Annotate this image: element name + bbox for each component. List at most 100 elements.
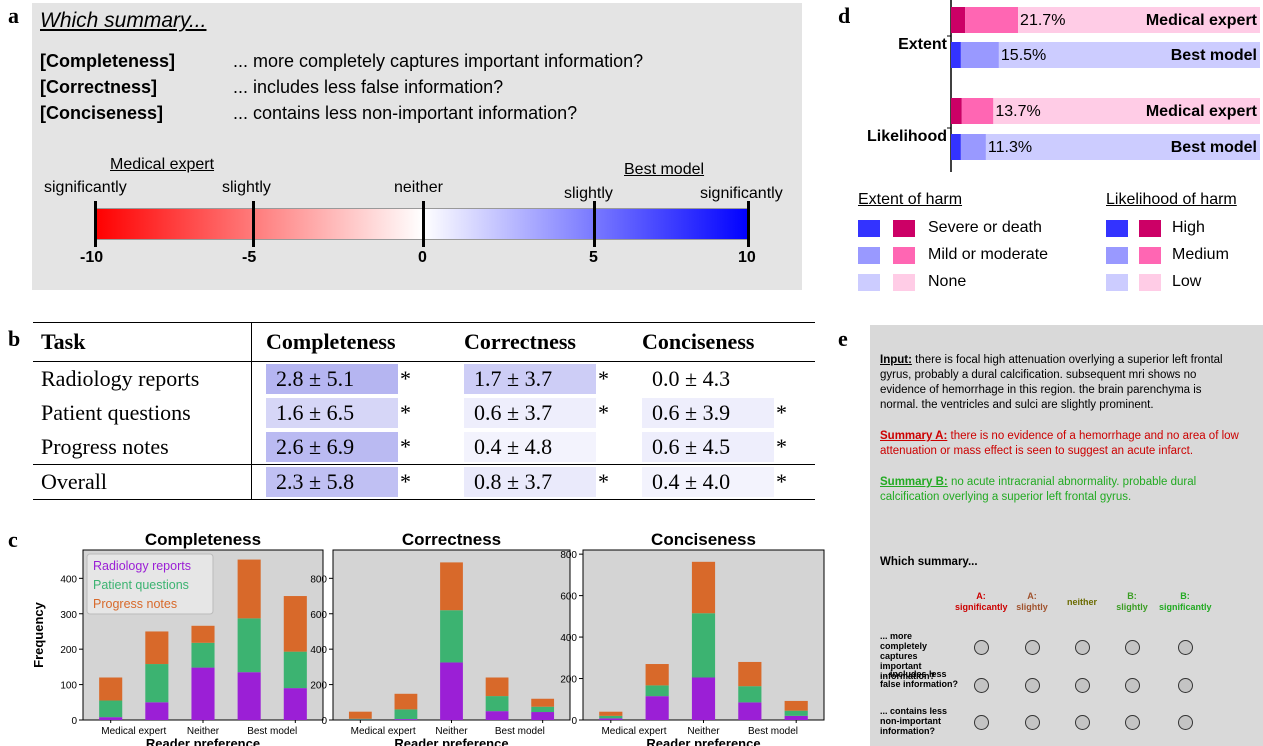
bar-segment xyxy=(691,561,716,614)
legend-swatch xyxy=(1139,274,1161,291)
scale-tick-label: 0 xyxy=(418,249,427,266)
panel-label-b: b xyxy=(8,326,21,351)
x-tick-label: Neither xyxy=(435,726,468,737)
significance-marker: * xyxy=(400,366,411,391)
percent-label: 15.5% xyxy=(1001,47,1046,64)
x-tick-label: Best model xyxy=(247,726,297,737)
legend-swatch xyxy=(858,247,880,264)
metric-cell: 1.7 ± 3.7 * xyxy=(456,362,634,397)
bar-segment xyxy=(394,709,418,720)
bar-segment xyxy=(485,711,509,720)
question-label: ... more completely captures important i… xyxy=(880,631,935,681)
significance-marker: * xyxy=(598,469,609,494)
rating-radio[interactable] xyxy=(1075,715,1090,730)
bar-segment xyxy=(951,42,961,68)
table-row: Progress notes 2.6 ± 6.9 * 0.4 ± 4.8 0.6 ± 4… xyxy=(33,430,815,465)
legend-swatch xyxy=(1106,220,1128,237)
reader-study-form: Input: there is focal high attenuation o… xyxy=(870,325,1263,746)
bar-segment xyxy=(531,712,555,720)
y-tick-label: 800 xyxy=(310,574,327,585)
rating-radio[interactable] xyxy=(1125,715,1140,730)
metric-value: 2.8 ± 5.1 xyxy=(266,364,398,394)
panel-label-e: e xyxy=(838,326,848,351)
option-header: B: slightly xyxy=(1106,591,1158,613)
criterion-name: [Completeness] xyxy=(40,51,176,71)
bar-segment xyxy=(531,698,555,707)
x-tick-label: Medical expert xyxy=(601,726,666,737)
rating-radio[interactable] xyxy=(1025,715,1040,730)
rating-radio[interactable] xyxy=(1075,678,1090,693)
bar-segment xyxy=(645,696,669,720)
scale-word: neither xyxy=(394,179,443,196)
y-axis-label: Frequency xyxy=(31,601,46,668)
rating-radio[interactable] xyxy=(974,678,989,693)
rating-radio[interactable] xyxy=(1178,640,1193,655)
metric-value: 0.4 ± 4.8 xyxy=(464,432,596,462)
bar-segment xyxy=(485,677,509,697)
bar-segment xyxy=(99,717,123,720)
y-tick-label: 0 xyxy=(71,716,77,727)
metric-cell: 0.6 ± 4.5 * xyxy=(634,430,815,465)
table-row: Patient questions 1.6 ± 6.5 * 0.6 ± 3.7 * 0.6… xyxy=(33,396,815,430)
scale-tick-label: -5 xyxy=(242,249,257,266)
metric-cell: 0.6 ± 3.9 * xyxy=(634,396,815,430)
rating-scale-panel: Which summary... [Completeness] ... more… xyxy=(32,3,802,290)
rating-radio[interactable] xyxy=(1025,640,1040,655)
scale-word: significantly xyxy=(44,179,127,196)
rating-radio[interactable] xyxy=(1178,678,1193,693)
row-label: Best model xyxy=(1171,47,1257,64)
option-line: A: xyxy=(1027,591,1037,601)
bar-segment xyxy=(348,718,372,720)
summary-a-content: there is no evidence of a hemorrhage and… xyxy=(880,430,1239,457)
metric-cell: 2.6 ± 6.9 * xyxy=(251,430,456,465)
bar-segment xyxy=(965,7,1019,33)
significance-marker: * xyxy=(776,469,787,494)
task-cell: Patient questions xyxy=(41,400,191,425)
y-tick-label: 300 xyxy=(60,610,77,621)
table-row: Radiology reports 2.8 ± 5.1 * 1.7 ± 3.7 * 0.0… xyxy=(33,361,815,397)
bar-segment xyxy=(985,134,1260,160)
metric-cell: 2.3 ± 5.8 * xyxy=(251,464,456,500)
question-label: ... contains less non-important informat… xyxy=(880,706,948,736)
input-content: there is focal high attenuation overlyin… xyxy=(880,354,1223,411)
rating-radio[interactable] xyxy=(1075,640,1090,655)
best-model-label: Best model xyxy=(624,161,705,178)
x-axis-label: Reader preference xyxy=(146,736,260,746)
task-cell: Overall xyxy=(33,464,252,500)
rating-radio[interactable] xyxy=(1178,715,1193,730)
scale-tick xyxy=(252,201,255,247)
option-line: neither xyxy=(1066,597,1097,607)
bar-segment xyxy=(440,562,463,611)
bar-segment xyxy=(960,42,999,68)
form-prompt: Which summary... xyxy=(880,556,978,568)
rating-radio[interactable] xyxy=(1025,678,1040,693)
task-cell: Progress notes xyxy=(41,434,169,459)
legend-item: Severe or death xyxy=(928,219,1042,236)
rating-radio[interactable] xyxy=(1125,678,1140,693)
bar-segment xyxy=(283,688,307,720)
bar-segment xyxy=(599,715,623,719)
group-label: Likelihood xyxy=(867,128,947,145)
bar-segment xyxy=(993,98,1260,124)
rating-radio[interactable] xyxy=(974,640,989,655)
rating-radio[interactable] xyxy=(974,715,989,730)
bar-segment xyxy=(784,710,808,716)
metric-value: 0.6 ± 4.5 xyxy=(642,432,774,462)
percent-label: 11.3% xyxy=(988,139,1032,156)
significance-marker: * xyxy=(776,400,787,425)
bar-segment xyxy=(738,702,762,720)
summary-a-text: Summary A: there is no evidence of a hem… xyxy=(880,429,1242,459)
header-completeness: Completeness xyxy=(251,322,456,362)
table-row: Overall 2.3 ± 5.8 * 0.8 ± 3.7 * 0.4 ± 4.0 * xyxy=(33,464,815,500)
legend-swatch xyxy=(893,274,915,291)
significance-marker: * xyxy=(598,366,609,391)
bar-segment xyxy=(738,686,762,703)
y-tick-label: 600 xyxy=(560,592,577,603)
option-line: B: xyxy=(1127,591,1137,601)
bar-segment xyxy=(145,664,169,703)
bar-segment xyxy=(237,559,261,619)
bar-segment xyxy=(951,98,962,124)
y-tick-label: 600 xyxy=(310,610,327,621)
rating-radio[interactable] xyxy=(1125,640,1140,655)
panel-label-c: c xyxy=(8,527,18,552)
